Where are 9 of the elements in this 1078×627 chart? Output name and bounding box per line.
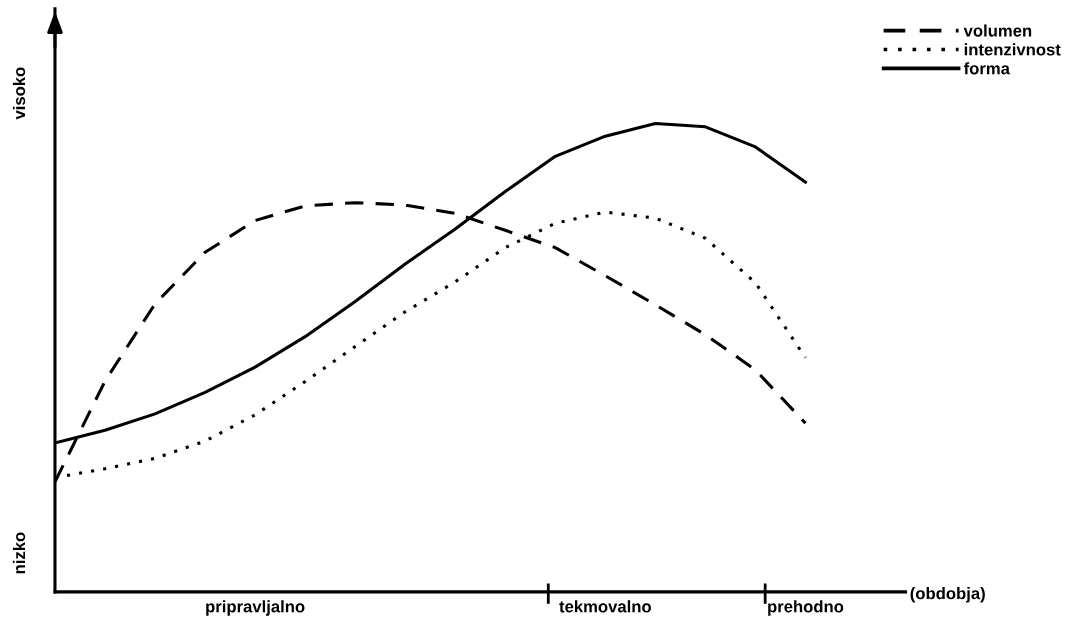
legend-label: volumen — [963, 24, 1032, 37]
text: nizko — [12, 532, 26, 574]
legend-label: forma — [963, 62, 1011, 75]
x-tick-label: prehodno — [768, 600, 844, 616]
legend-label: intenzivnost — [964, 43, 1061, 56]
x-tick-label: pripravljalno — [206, 600, 305, 616]
x-tick-label: tekmovalno — [559, 600, 651, 613]
text: visoko — [12, 67, 26, 120]
x-axis-title: (obdobja) — [910, 587, 985, 603]
